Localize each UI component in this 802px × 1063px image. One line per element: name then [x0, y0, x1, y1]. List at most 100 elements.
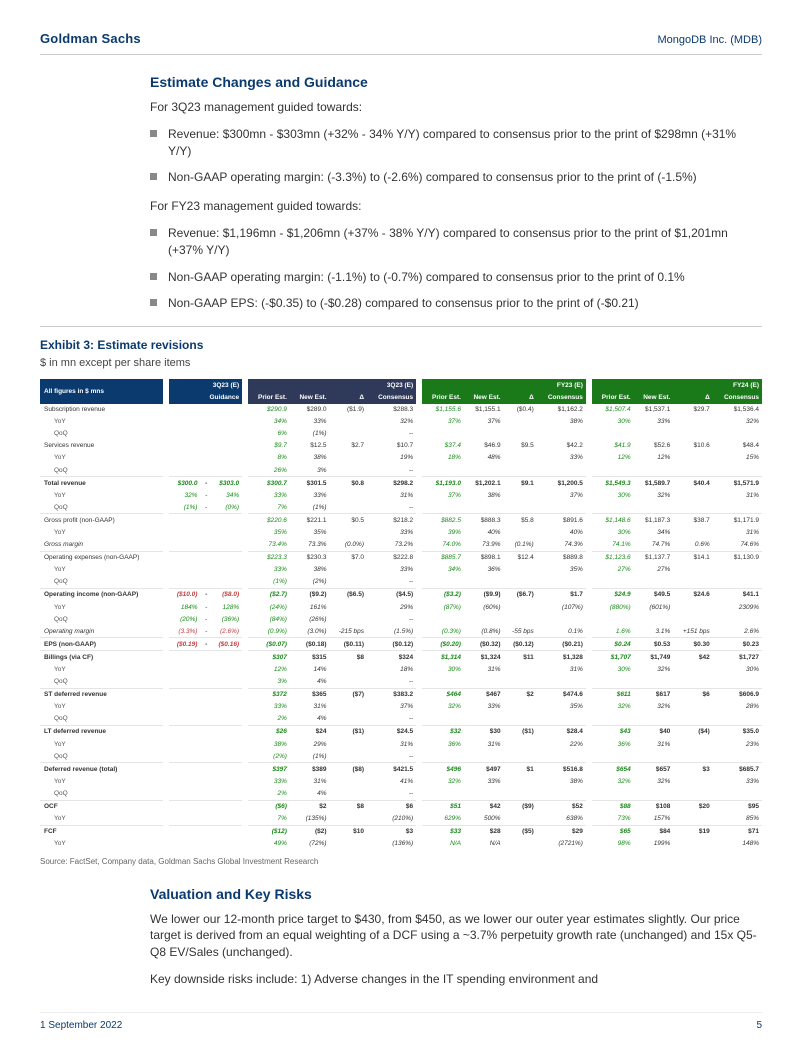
table-cell: $42.2 [537, 440, 586, 452]
table-cell [634, 713, 674, 726]
table-cell: $1,536.4 [713, 404, 762, 416]
table-row: QoQ26%3%-- [40, 464, 762, 477]
table-cell [210, 539, 242, 552]
table-cell [169, 564, 201, 576]
table-cell [169, 464, 201, 477]
table-cell: $3 [367, 825, 416, 838]
table-cell: YoY [40, 738, 163, 750]
table-cell [464, 676, 504, 689]
table-cell: YoY [40, 601, 163, 613]
table-cell: $1,507.4 [592, 404, 634, 416]
grp-fy24: FY24 (E) [592, 379, 762, 391]
table-cell: 33% [248, 489, 290, 501]
table-cell [200, 676, 210, 689]
table-cell [200, 713, 210, 726]
table-cell: $1,707 [592, 651, 634, 664]
table-cell: $1,549.3 [592, 477, 634, 490]
table-cell: Operating income (non-GAAP) [40, 588, 163, 601]
table-cell: 29% [290, 738, 330, 750]
table-row: Gross profit (non-GAAP)$220.6$221.1$0.5$… [40, 514, 762, 527]
table-cell [330, 701, 367, 713]
table-cell: $421.5 [367, 763, 416, 776]
table-cell [210, 452, 242, 464]
sec2-p1: We lower our 12-month price target to $4… [150, 911, 762, 961]
table-cell: ($1) [330, 725, 367, 738]
table-cell: 31% [634, 738, 674, 750]
table-cell: 18% [422, 452, 464, 464]
table-cell [422, 676, 464, 689]
sec1-b5: Non-GAAP EPS: (-$0.35) to (-$0.28) compa… [168, 295, 762, 312]
table-cell: $1,171.9 [713, 514, 762, 527]
table-cell [210, 416, 242, 428]
table-cell: 34% [210, 489, 242, 501]
table-cell: -- [367, 676, 416, 689]
table-cell: $6 [673, 688, 712, 701]
table-cell [673, 576, 712, 589]
table-cell: ($0.4) [504, 404, 537, 416]
table-cell [169, 514, 201, 527]
table-cell [169, 750, 201, 763]
table-cell: $307 [248, 651, 290, 664]
table-cell [169, 576, 201, 589]
ticker: MongoDB Inc. (MDB) [657, 33, 762, 48]
table-cell: 128% [210, 601, 242, 613]
table-cell: 74.6% [713, 539, 762, 552]
table-cell [673, 775, 712, 787]
table-cell [200, 787, 210, 800]
table-cell: $28 [464, 825, 504, 838]
table-cell: ($10.0) [169, 588, 201, 601]
table-row: YoY34%33%32%37%37%38%30%33%32% [40, 416, 762, 428]
table-cell: $1,571.9 [713, 477, 762, 490]
table-cell [592, 428, 634, 440]
table-cell: 36% [592, 738, 634, 750]
table-cell: QoQ [40, 713, 163, 726]
table-cell: 34% [248, 416, 290, 428]
table-cell [200, 701, 210, 713]
table-cell: $397 [248, 763, 290, 776]
section-estimate-changes: Estimate Changes and Guidance For 3Q23 m… [40, 73, 762, 312]
table-cell [422, 501, 464, 514]
table-cell: $40.4 [673, 477, 712, 490]
table-cell [634, 428, 674, 440]
table-cell: (136%) [367, 838, 416, 850]
table-cell: $24.6 [673, 588, 712, 601]
table-cell: 30% [592, 526, 634, 538]
table-cell: 0.1% [537, 625, 586, 638]
col-prior-3q: Prior Est. [248, 391, 290, 403]
table-cell [504, 750, 537, 763]
table-cell: 2% [248, 787, 290, 800]
table-cell: 35% [537, 701, 586, 713]
table-cell [673, 813, 712, 826]
table-cell [200, 440, 210, 452]
table-cell: $298.2 [367, 477, 416, 490]
table-cell [200, 514, 210, 527]
table-cell [330, 526, 367, 538]
table-cell: 32% [422, 701, 464, 713]
table-cell [210, 576, 242, 589]
table-cell [210, 526, 242, 538]
table-cell: $0.24 [592, 638, 634, 651]
table-cell [504, 701, 537, 713]
table-cell: 37% [367, 701, 416, 713]
sec1-intro1: For 3Q23 management guided towards: [150, 99, 762, 116]
table-cell [713, 464, 762, 477]
table-cell: ($0.32) [464, 638, 504, 651]
table-row: QoQ(1%)-(0%)7%(1%)-- [40, 501, 762, 514]
table-cell [330, 452, 367, 464]
table-cell: $464 [422, 688, 464, 701]
table-cell: (36%) [210, 613, 242, 625]
table-cell: 2.6% [713, 625, 762, 638]
table-cell [169, 440, 201, 452]
table-cell: 0.6% [673, 539, 712, 552]
table-cell [200, 428, 210, 440]
table-cell [169, 651, 201, 664]
table-cell: 35% [290, 526, 330, 538]
table-cell: 40% [537, 526, 586, 538]
table-row: OCF($6)$2$8$6$51$42($9)$52$88$108$20$95 [40, 800, 762, 813]
col-new-24: New Est. [634, 391, 674, 403]
table-cell: $230.3 [290, 551, 330, 564]
table-cell: $84 [634, 825, 674, 838]
table-cell: YoY [40, 452, 163, 464]
table-cell: (60%) [464, 601, 504, 613]
table-cell: ($6.7) [504, 588, 537, 601]
